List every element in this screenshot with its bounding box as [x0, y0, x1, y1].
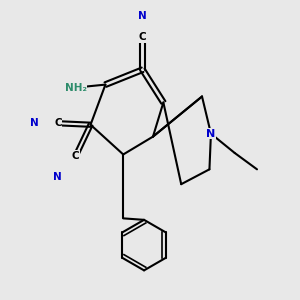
Text: NH₂: NH₂ [65, 82, 87, 93]
Text: C: C [139, 32, 146, 42]
Text: C: C [54, 118, 62, 128]
Text: C: C [72, 151, 80, 161]
Text: N: N [53, 172, 62, 182]
Text: N: N [206, 129, 216, 139]
Text: N: N [138, 11, 147, 21]
Text: N: N [30, 118, 38, 128]
